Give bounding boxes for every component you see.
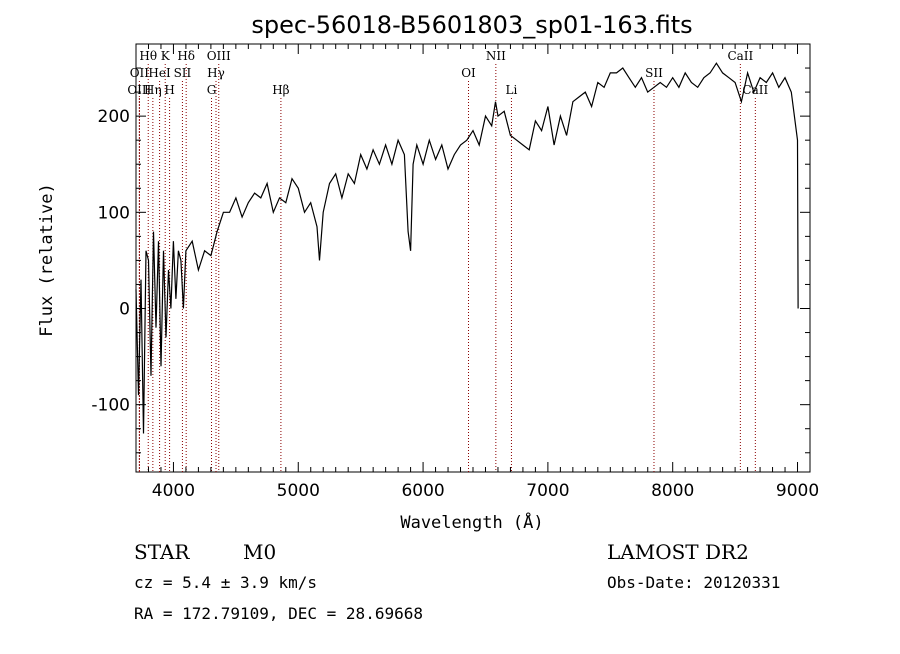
observation-date: Obs-Date: 20120331: [607, 573, 780, 592]
y-tick-label: 100: [98, 203, 130, 223]
x-tick-label: 4000: [152, 481, 195, 501]
line-label: G: [207, 83, 217, 97]
line-label: Hβ: [272, 83, 289, 97]
line-label: OI: [461, 66, 476, 80]
plot-frame: [135, 43, 811, 473]
line-label: NII: [486, 49, 506, 63]
line-label: SII: [645, 66, 663, 80]
line-label: Hδ: [177, 49, 195, 63]
y-tick-label: 0: [119, 299, 130, 319]
line-label: OII: [130, 66, 150, 80]
x-tick-label: 5000: [277, 481, 320, 501]
redshift-info: cz = 5.4 ± 3.9 km/s: [134, 573, 317, 592]
object-subclass: M0: [243, 540, 276, 564]
y-tick-label: -100: [91, 396, 130, 416]
line-label: OIII: [207, 49, 231, 63]
y-axis-label: Flux (relative): [37, 183, 57, 337]
chart-title: spec-56018-B5601803_sp01-163.fits: [251, 11, 692, 39]
spectrum-series: [135, 62, 799, 434]
x-axis-label: Wavelength (Å): [400, 511, 543, 533]
line-label: Hγ: [207, 66, 225, 80]
line-label: H: [164, 83, 174, 97]
object-class: STAR: [134, 540, 190, 564]
line-label: Hη: [144, 83, 162, 97]
spectral-line-markers: HθOIIOIIIHηHeIKHSIIHδGOIIIHγHβOINIILiSII…: [127, 49, 768, 472]
x-tick-label: 9000: [776, 481, 819, 501]
x-tick-label: 7000: [526, 481, 569, 501]
line-label: HeI: [148, 66, 171, 80]
coordinates: RA = 172.79109, DEC = 28.69668: [134, 604, 423, 623]
survey-name: LAMOST DR2: [607, 540, 749, 564]
line-label: CaII: [727, 49, 753, 63]
line-label: OIII: [127, 83, 151, 97]
line-label: SII: [174, 66, 192, 80]
y-axis-ticks: -100 0 100 200: [91, 67, 810, 454]
line-label: K: [161, 49, 171, 63]
line-label: Li: [506, 83, 518, 97]
line-label: Hθ: [139, 49, 157, 63]
y-tick-label: 200: [98, 107, 130, 127]
x-axis-ticks: 4000 5000 6000 7000 8000 9000: [135, 44, 819, 501]
x-tick-label: 8000: [651, 481, 694, 501]
x-tick-label: 6000: [401, 481, 444, 501]
line-label: CaII: [742, 83, 768, 97]
